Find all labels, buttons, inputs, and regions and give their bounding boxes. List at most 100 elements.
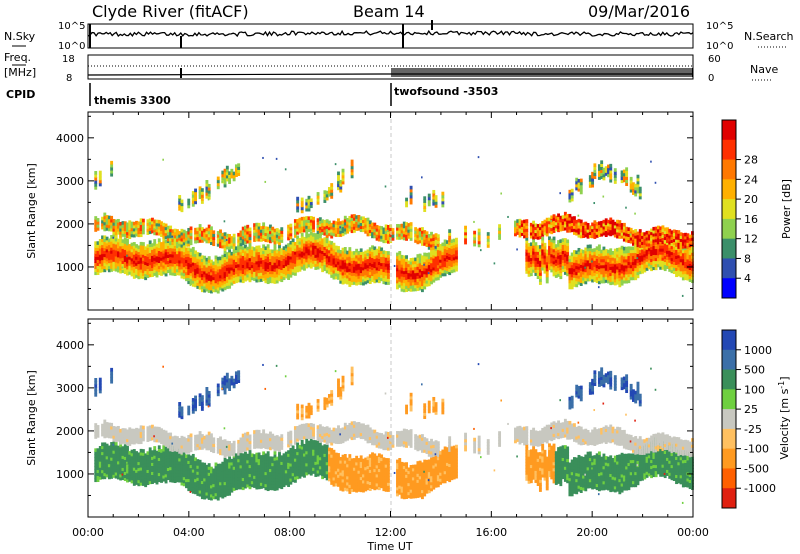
range-gate-cell bbox=[337, 261, 340, 265]
range-gate-cell bbox=[318, 220, 322, 224]
range-gate-cell bbox=[405, 270, 408, 274]
range-gate-cell bbox=[246, 273, 250, 278]
range-gate-cell bbox=[230, 239, 234, 243]
range-gate-cell bbox=[110, 247, 114, 251]
range-gate-cell bbox=[604, 258, 608, 262]
range-gate-cell bbox=[464, 234, 467, 239]
range-gate-cell bbox=[407, 287, 411, 292]
range-gate-cell bbox=[237, 251, 241, 256]
range-gate-cell bbox=[121, 428, 125, 432]
range-gate-cell bbox=[534, 226, 538, 231]
range-gate-cell bbox=[656, 257, 660, 262]
range-gate-cell bbox=[577, 260, 581, 264]
range-gate-cell bbox=[253, 232, 256, 236]
range-gate-cell bbox=[573, 219, 576, 223]
range-gate-cell bbox=[375, 272, 379, 277]
range-gate-cell bbox=[613, 233, 617, 238]
range-gate-cell bbox=[352, 275, 356, 279]
range-gate-cell bbox=[160, 263, 163, 267]
range-gate-cell bbox=[153, 464, 157, 468]
range-gate-cell bbox=[110, 224, 114, 229]
range-gate-cell bbox=[130, 221, 134, 226]
range-gate-cell bbox=[688, 237, 692, 242]
range-gate-cell bbox=[618, 253, 622, 258]
range-gate-cell bbox=[334, 227, 338, 231]
range-gate-cell bbox=[171, 241, 175, 245]
range-gate-cell bbox=[400, 288, 404, 292]
range-gate-cell bbox=[121, 233, 125, 237]
range-gate-cell bbox=[631, 236, 635, 240]
range-gate-cell bbox=[609, 272, 613, 277]
range-gate-cell bbox=[573, 256, 576, 260]
range-gate-cell bbox=[622, 276, 626, 281]
range-gate-cell bbox=[405, 273, 408, 277]
range-gate-cell bbox=[309, 252, 313, 257]
range-gate-cell bbox=[607, 222, 610, 227]
range-gate-cell bbox=[112, 219, 116, 223]
range-gate-cell bbox=[94, 478, 98, 483]
range-gate-cell bbox=[675, 246, 678, 250]
range-gate-cell bbox=[686, 258, 690, 263]
range-gate-cell bbox=[273, 240, 277, 245]
range-gate-cell bbox=[631, 267, 635, 272]
range-gate-cell bbox=[625, 255, 629, 260]
range-gate-cell bbox=[686, 242, 690, 246]
range-gate-cell bbox=[114, 246, 118, 251]
range-gate-cell bbox=[343, 274, 347, 278]
range-gate-cell bbox=[570, 267, 574, 272]
range-gate-cell bbox=[116, 448, 120, 453]
range-gate-cell bbox=[291, 241, 295, 246]
range-gate-cell bbox=[171, 265, 175, 270]
range-gate-cell bbox=[262, 262, 266, 267]
range-gate-cell bbox=[629, 233, 633, 238]
range-gate-cell bbox=[600, 273, 604, 278]
range-gate-cell bbox=[618, 247, 622, 252]
range-gate-cell bbox=[396, 267, 399, 272]
range-gate-cell bbox=[377, 258, 381, 263]
range-gate-cell bbox=[355, 218, 359, 222]
range-gate-cell bbox=[554, 265, 558, 269]
range-gate-cell bbox=[577, 253, 581, 258]
range-gate-cell bbox=[679, 267, 683, 272]
range-gate-cell bbox=[309, 231, 313, 236]
range-gate-cell bbox=[116, 256, 120, 261]
range-gate-cell bbox=[634, 232, 638, 236]
range-gate-cell bbox=[107, 454, 111, 459]
range-gate-cell bbox=[568, 258, 572, 263]
range-gate-cell bbox=[627, 255, 631, 260]
range-gate-cell bbox=[359, 260, 363, 265]
range-gate-cell bbox=[570, 228, 574, 233]
range-gate-cell bbox=[600, 255, 604, 260]
range-gate-cell bbox=[164, 242, 168, 247]
range-gate-cell bbox=[516, 231, 520, 235]
range-gate-cell bbox=[123, 447, 127, 451]
range-gate-cell bbox=[148, 474, 152, 479]
range-gate-cell bbox=[359, 272, 363, 277]
range-gate-cell bbox=[636, 250, 640, 255]
range-gate-cell bbox=[659, 263, 663, 267]
range-gate-cell bbox=[160, 233, 163, 237]
range-gate-cell bbox=[561, 218, 565, 222]
range-gate-cell bbox=[268, 227, 272, 232]
range-gate-cell bbox=[532, 229, 536, 234]
range-gate-cell bbox=[366, 261, 370, 266]
range-gate-cell bbox=[600, 267, 604, 272]
range-gate-cell bbox=[337, 252, 340, 256]
range-gate-cell bbox=[411, 257, 415, 262]
range-gate-cell bbox=[289, 249, 293, 254]
range-gate-cell bbox=[175, 238, 179, 242]
range-gate-cell bbox=[303, 248, 306, 253]
range-gate-cell bbox=[641, 264, 644, 268]
range-gate-cell bbox=[275, 255, 279, 260]
range-gate-cell bbox=[611, 228, 615, 233]
range-gate-cell bbox=[230, 266, 234, 271]
range-gate-cell bbox=[548, 223, 551, 228]
range-gate-cell bbox=[316, 265, 320, 270]
scatter-speckle bbox=[654, 181, 657, 184]
range-gate-cell bbox=[362, 216, 365, 221]
range-gate-cell bbox=[654, 235, 658, 240]
range-gate-cell bbox=[400, 223, 404, 228]
range-gate-cell bbox=[325, 236, 329, 241]
range-gate-cell bbox=[391, 234, 395, 238]
range-gate-cell bbox=[681, 273, 685, 278]
